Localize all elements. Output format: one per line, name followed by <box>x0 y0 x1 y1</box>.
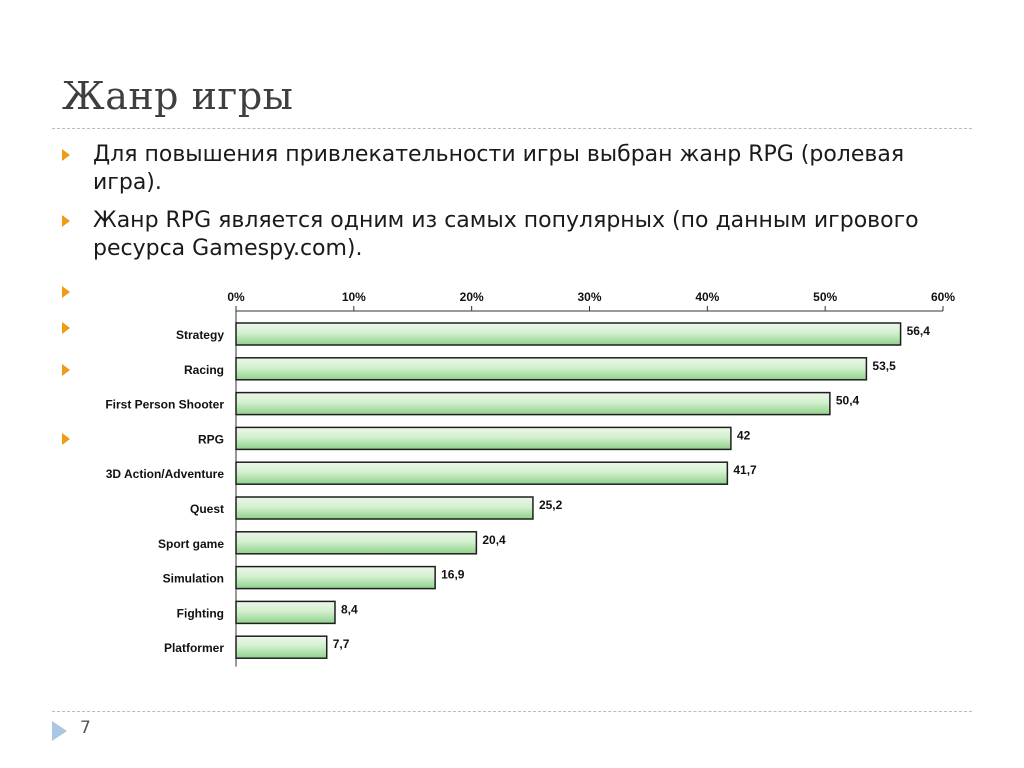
x-tick-label: 60% <box>931 290 955 304</box>
slide-title: Жанр игры <box>62 74 294 118</box>
orange-triangle-bullet-icon <box>62 433 70 445</box>
footer-divider <box>52 711 972 712</box>
category-label: Strategy <box>176 328 224 342</box>
x-tick-label: 10% <box>342 290 366 304</box>
category-label: First Person Shooter <box>105 398 224 412</box>
slide-number: 7 <box>80 718 91 738</box>
data-label: 25,2 <box>539 498 563 512</box>
bar <box>235 531 478 555</box>
bar <box>235 565 436 590</box>
orange-triangle-bullet-icon <box>62 322 70 334</box>
bullet-text-1: Для повышения привлекательности игры выб… <box>93 142 905 195</box>
data-label: 8,4 <box>341 602 358 616</box>
category-label: Platformer <box>164 641 224 655</box>
bar <box>235 357 868 381</box>
x-tick-label: 30% <box>577 290 601 304</box>
bar <box>235 600 336 625</box>
bar <box>235 322 902 346</box>
bullet-text-2: Жанр RPG является одним из самых популяр… <box>93 208 919 261</box>
data-label: 42 <box>737 428 751 442</box>
category-label: 3D Action/Adventure <box>106 467 225 481</box>
orange-triangle-bullet-icon <box>62 215 70 227</box>
bar <box>235 391 831 416</box>
data-label: 41,7 <box>733 463 757 477</box>
x-tick-label: 40% <box>695 290 719 304</box>
x-tick-label: 0% <box>227 290 245 304</box>
data-label: 16,9 <box>441 568 465 582</box>
category-label: Quest <box>190 502 224 516</box>
bar <box>235 426 732 451</box>
orange-triangle-bullet-icon <box>62 149 70 161</box>
x-tick-label: 20% <box>460 290 484 304</box>
category-label: Fighting <box>177 606 224 620</box>
category-label: RPG <box>198 432 224 446</box>
bar <box>235 461 729 485</box>
data-label: 56,4 <box>907 324 931 338</box>
category-label: Simulation <box>163 572 224 586</box>
bar <box>235 496 534 520</box>
category-label: Sport game <box>158 537 224 551</box>
data-label: 7,7 <box>333 637 350 651</box>
nav-forward-arrow-icon[interactable] <box>52 721 67 741</box>
bar <box>235 635 328 659</box>
x-tick-label: 50% <box>813 290 837 304</box>
data-label: 20,4 <box>482 533 506 547</box>
orange-triangle-bullet-icon <box>62 364 70 376</box>
data-label: 53,5 <box>872 359 896 373</box>
data-label: 50,4 <box>836 394 860 408</box>
orange-triangle-bullet-icon <box>62 286 70 298</box>
category-label: Racing <box>184 363 224 377</box>
title-divider <box>52 128 972 129</box>
genre-popularity-chart: 0% 10% 20% 30% 40% 50% 60% Strategy 56,4 Racing 53… <box>105 290 956 667</box>
